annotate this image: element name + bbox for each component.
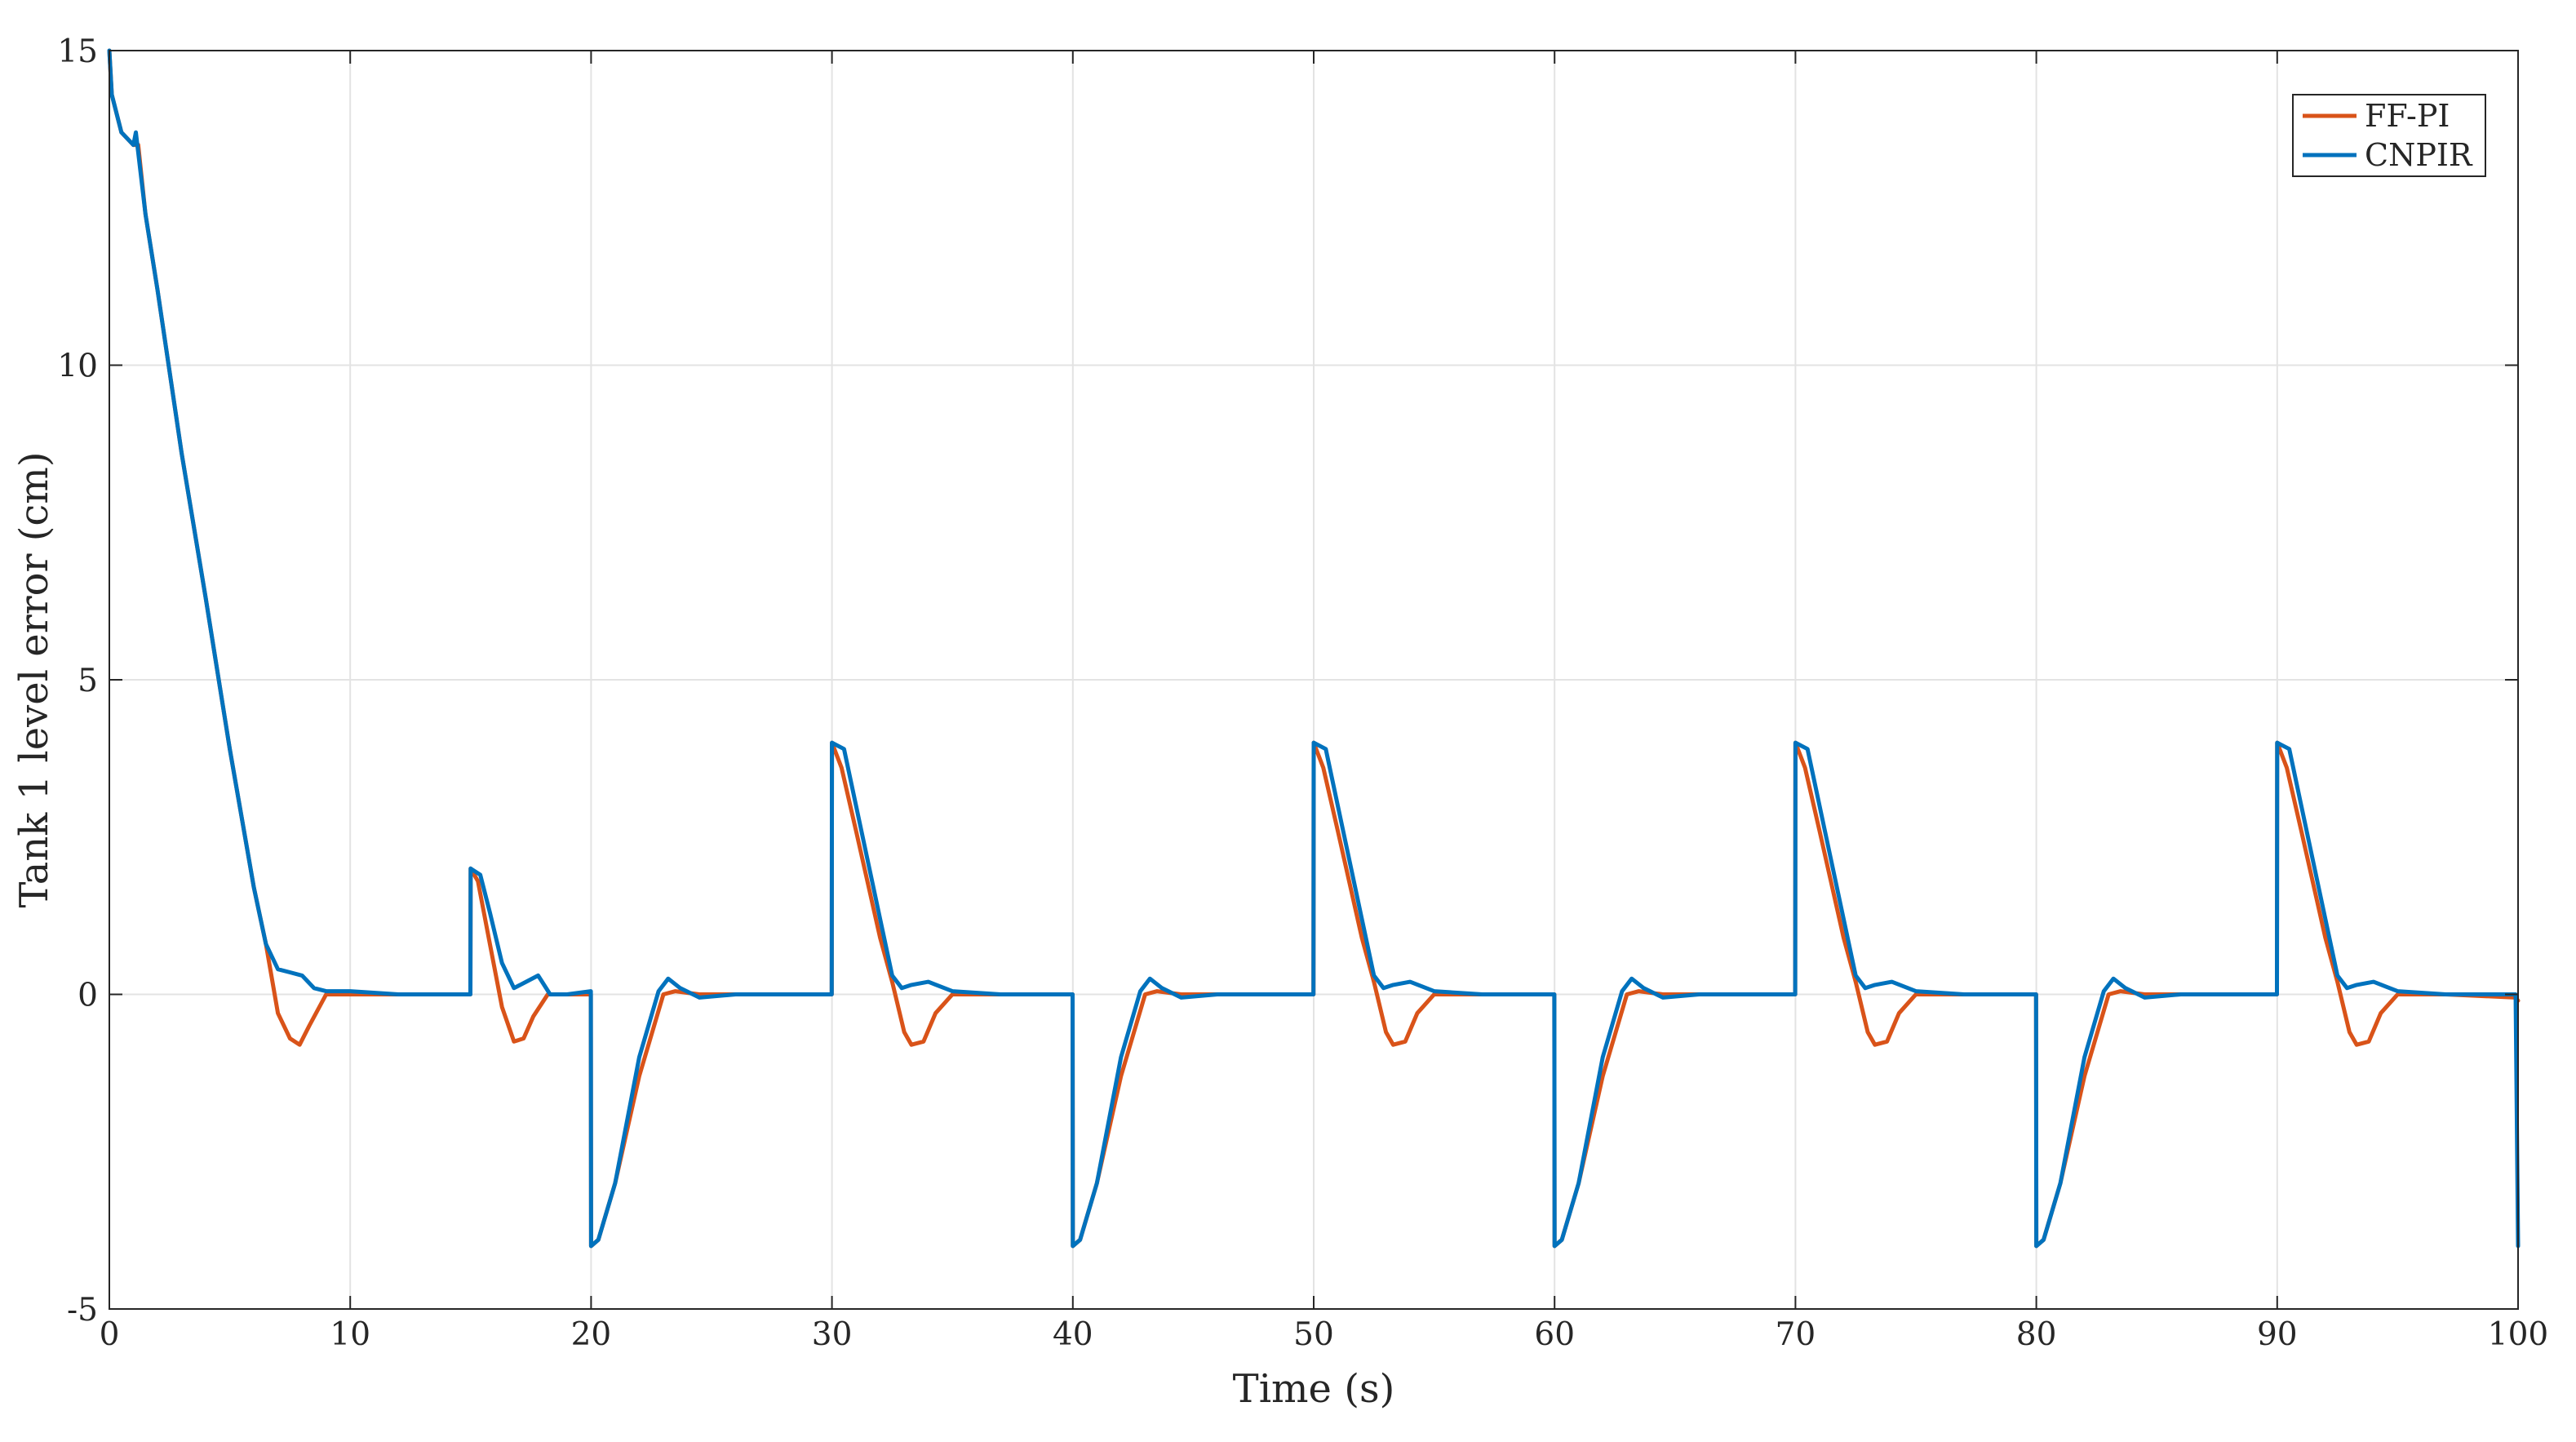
- x-tick-label: 40: [1053, 1316, 1093, 1353]
- x-tick-label: 80: [2016, 1316, 2057, 1353]
- y-tick-label: 15: [57, 33, 98, 70]
- x-tick-label: 0: [100, 1316, 120, 1353]
- y-axis-title: Tank 1 level error (cm): [11, 451, 57, 907]
- x-tick-label: 70: [1776, 1316, 1816, 1353]
- x-tick-label: 60: [1534, 1316, 1575, 1353]
- series-line-cnpir: [107, 48, 2521, 1249]
- y-tick-label: -5: [67, 1292, 98, 1329]
- y-tick-label: 0: [78, 978, 98, 1014]
- x-tick-label: 10: [330, 1316, 370, 1353]
- x-tick-label: 90: [2257, 1316, 2298, 1353]
- legend: FF-PI CNPIR: [2292, 94, 2486, 177]
- x-tick-label: 30: [812, 1316, 853, 1353]
- legend-label-cnpir: CNPIR: [2365, 137, 2473, 173]
- legend-label-ff-pi: FF-PI: [2365, 98, 2450, 134]
- x-axis-title: Time (s): [1233, 1366, 1395, 1412]
- y-tick-label: 5: [78, 663, 98, 699]
- x-tick-label: 100: [2488, 1316, 2548, 1353]
- y-tick-label: 10: [57, 348, 98, 385]
- x-tick-label: 50: [1293, 1316, 1334, 1353]
- x-tick-label: 20: [571, 1316, 612, 1353]
- data-series: [107, 48, 2521, 1249]
- legend-box: [2292, 94, 2486, 177]
